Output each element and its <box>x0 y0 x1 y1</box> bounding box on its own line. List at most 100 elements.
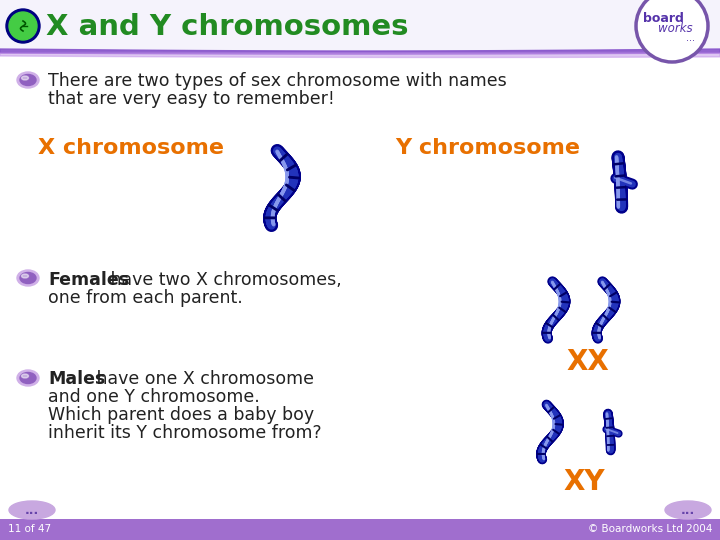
Bar <box>518 519 521 540</box>
Bar <box>420 519 423 540</box>
Bar <box>336 519 340 540</box>
Bar <box>297 519 300 540</box>
Bar <box>647 519 652 540</box>
Bar <box>709 519 713 540</box>
Bar <box>61 519 65 540</box>
Bar <box>387 519 391 540</box>
Bar <box>289 519 293 540</box>
Bar <box>47 519 50 540</box>
Bar <box>395 519 398 540</box>
Bar <box>362 519 366 540</box>
Bar <box>485 519 488 540</box>
Bar <box>94 519 98 540</box>
Bar <box>590 519 593 540</box>
Bar <box>116 519 120 540</box>
Bar <box>431 519 434 540</box>
Bar <box>354 519 358 540</box>
Bar <box>568 519 572 540</box>
Bar <box>177 519 181 540</box>
Bar <box>333 519 336 540</box>
Bar <box>4 519 7 540</box>
Bar <box>445 519 449 540</box>
Bar <box>557 519 561 540</box>
Bar <box>50 519 54 540</box>
Bar <box>402 519 405 540</box>
Ellipse shape <box>22 274 29 278</box>
Bar <box>644 519 647 540</box>
Bar <box>65 519 68 540</box>
Bar <box>622 519 626 540</box>
Bar <box>474 519 477 540</box>
Ellipse shape <box>22 76 29 80</box>
Bar <box>181 519 184 540</box>
Bar <box>199 519 202 540</box>
Bar <box>145 519 148 540</box>
Bar <box>112 519 116 540</box>
Bar <box>670 519 673 540</box>
Bar <box>677 519 680 540</box>
Bar <box>564 519 568 540</box>
Bar <box>698 519 702 540</box>
Bar <box>268 519 271 540</box>
Bar <box>597 519 600 540</box>
Bar <box>716 519 720 540</box>
Bar <box>463 519 467 540</box>
Bar <box>170 519 174 540</box>
Bar <box>25 519 29 540</box>
Bar <box>138 519 141 540</box>
Bar <box>532 519 536 540</box>
Text: Which parent does a baby boy: Which parent does a baby boy <box>48 406 314 424</box>
Bar <box>358 519 362 540</box>
Text: have one X chromosome: have one X chromosome <box>91 370 314 388</box>
Bar <box>377 519 380 540</box>
Bar <box>36 519 40 540</box>
Polygon shape <box>0 53 720 57</box>
Text: There are two types of sex chromosome with names: There are two types of sex chromosome wi… <box>48 72 507 90</box>
Bar <box>206 519 210 540</box>
Bar <box>554 519 557 540</box>
Bar <box>80 519 84 540</box>
Bar <box>32 519 36 540</box>
Bar <box>300 519 304 540</box>
Bar <box>225 519 228 540</box>
Text: XY: XY <box>563 468 605 496</box>
Bar <box>561 519 564 540</box>
Text: ...: ... <box>25 503 39 516</box>
Bar <box>413 519 416 540</box>
Ellipse shape <box>665 501 711 519</box>
Bar <box>264 519 268 540</box>
Bar <box>380 519 384 540</box>
Bar <box>467 519 470 540</box>
Bar <box>84 519 87 540</box>
Bar <box>261 519 264 540</box>
Bar <box>188 519 192 540</box>
Bar <box>695 519 698 540</box>
Bar <box>600 519 604 540</box>
Text: X chromosome: X chromosome <box>38 138 224 158</box>
Bar <box>384 519 387 540</box>
Bar <box>152 519 156 540</box>
Bar <box>640 519 644 540</box>
Bar <box>702 519 706 540</box>
Bar <box>123 519 127 540</box>
Bar <box>684 519 688 540</box>
Bar <box>655 519 659 540</box>
Text: board: board <box>642 12 683 25</box>
Ellipse shape <box>17 370 39 386</box>
Bar <box>539 519 543 540</box>
Bar <box>286 519 289 540</box>
Bar <box>481 519 485 540</box>
Bar <box>257 519 261 540</box>
Bar <box>246 519 250 540</box>
Bar <box>706 519 709 540</box>
Bar <box>275 519 279 540</box>
Bar <box>68 519 73 540</box>
Bar <box>503 519 507 540</box>
Bar <box>456 519 459 540</box>
Bar <box>550 519 554 540</box>
Bar <box>325 519 329 540</box>
Bar <box>210 519 213 540</box>
Bar <box>202 519 206 540</box>
Bar <box>543 519 546 540</box>
Bar <box>391 519 395 540</box>
